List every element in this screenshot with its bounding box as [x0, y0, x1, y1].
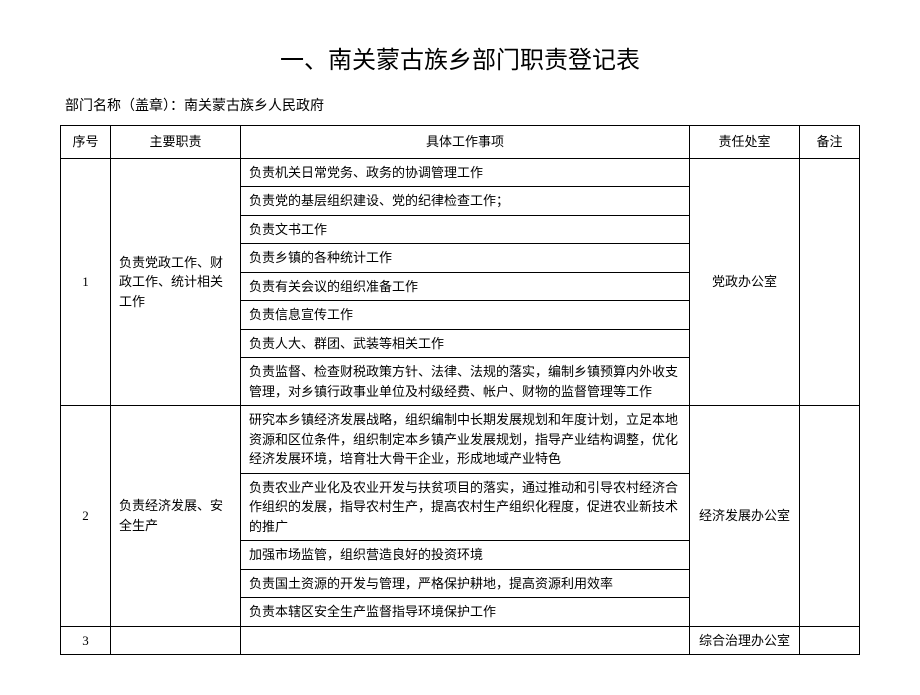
- table-row: 3 综合治理办公室: [61, 626, 860, 655]
- cell-detail: 负责本辖区安全生产监督指导环境保护工作: [241, 598, 690, 627]
- cell-note: [800, 626, 860, 655]
- cell-detail: 负责文书工作: [241, 215, 690, 244]
- header-detail: 具体工作事项: [241, 126, 690, 159]
- department-label: 部门名称（盖章）：南关蒙古族乡人民政府: [60, 95, 860, 115]
- header-seq: 序号: [61, 126, 111, 159]
- cell-detail: [241, 626, 690, 655]
- cell-main: [111, 626, 241, 655]
- cell-note: [800, 158, 860, 406]
- cell-seq: 3: [61, 626, 111, 655]
- cell-dept: 经济发展办公室: [690, 406, 800, 627]
- cell-detail: 负责农业产业化及农业开发与扶贫项目的落实，通过推动和引导农村经济合作组织的发展，…: [241, 473, 690, 541]
- table-row: 1负责党政工作、财政工作、统计相关工作负责机关日常党务、政务的协调管理工作党政办…: [61, 158, 860, 187]
- cell-seq: 2: [61, 406, 111, 627]
- cell-note: [800, 406, 860, 627]
- cell-detail: 负责人大、群团、武装等相关工作: [241, 329, 690, 358]
- cell-detail: 负责机关日常党务、政务的协调管理工作: [241, 158, 690, 187]
- page-title: 一、南关蒙古族乡部门职责登记表: [60, 40, 860, 75]
- table-header-row: 序号 主要职责 具体工作事项 责任处室 备注: [61, 126, 860, 159]
- cell-detail: 负责监督、检查财税政策方针、法律、法规的落实，编制乡镇预算内外收支管理，对乡镇行…: [241, 358, 690, 406]
- cell-detail: 负责信息宣传工作: [241, 301, 690, 330]
- header-main: 主要职责: [111, 126, 241, 159]
- cell-detail: 加强市场监管，组织营造良好的投资环境: [241, 541, 690, 570]
- cell-main: 负责经济发展、安全生产: [111, 406, 241, 627]
- table-row: 2负责经济发展、安全生产研究本乡镇经济发展战略，组织编制中长期发展规划和年度计划…: [61, 406, 860, 474]
- cell-seq: 1: [61, 158, 111, 406]
- cell-main: 负责党政工作、财政工作、统计相关工作: [111, 158, 241, 406]
- cell-detail: 负责有关会议的组织准备工作: [241, 272, 690, 301]
- header-note: 备注: [800, 126, 860, 159]
- cell-detail: 负责党的基层组织建设、党的纪律检查工作；: [241, 187, 690, 216]
- cell-dept: 党政办公室: [690, 158, 800, 406]
- cell-detail: 负责国土资源的开发与管理，严格保护耕地，提高资源利用效率: [241, 569, 690, 598]
- table-body: 1负责党政工作、财政工作、统计相关工作负责机关日常党务、政务的协调管理工作党政办…: [61, 158, 860, 655]
- cell-dept: 综合治理办公室: [690, 626, 800, 655]
- cell-detail: 负责乡镇的各种统计工作: [241, 244, 690, 273]
- cell-detail: 研究本乡镇经济发展战略，组织编制中长期发展规划和年度计划，立足本地资源和区位条件…: [241, 406, 690, 474]
- header-dept: 责任处室: [690, 126, 800, 159]
- responsibility-table: 序号 主要职责 具体工作事项 责任处室 备注 1负责党政工作、财政工作、统计相关…: [60, 125, 860, 655]
